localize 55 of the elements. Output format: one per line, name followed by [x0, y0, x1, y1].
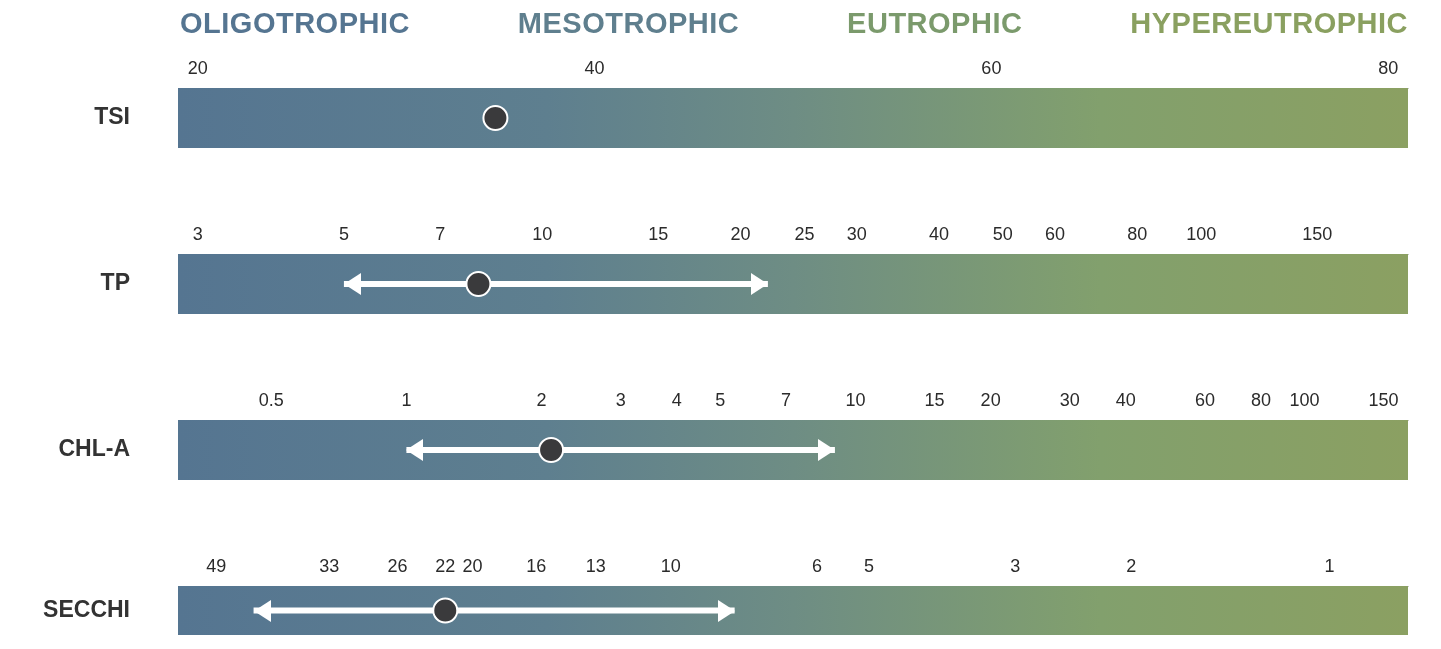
x-tick-label: 20	[462, 556, 483, 577]
x-tick-label: 40	[584, 58, 605, 79]
x-tick-label: 15	[924, 390, 945, 411]
y-tick-label: SECCHI	[43, 595, 130, 622]
x-tick-label: 3	[192, 224, 203, 245]
x-tick-label: 60	[1194, 390, 1215, 411]
x-tick-label: 25	[794, 224, 815, 245]
x-tick-label: 7	[435, 224, 446, 245]
x-tick-label: 0.5	[258, 390, 284, 411]
x-tick-label: 100	[1186, 224, 1217, 245]
x-tick-label: 100	[1289, 390, 1320, 411]
x-tick-label: 13	[585, 556, 606, 577]
x-tick-label: 30	[1059, 390, 1080, 411]
x-tick-label: 22	[435, 556, 456, 577]
x-tick-label: 50	[992, 224, 1013, 245]
y-tick-label: CHL-A	[58, 435, 130, 462]
x-tick-label: 16	[526, 556, 547, 577]
x-tick-label: 49	[206, 556, 227, 577]
text: MESOTROPHIC	[517, 7, 740, 40]
y-tick-label: TSI	[94, 103, 130, 130]
text: EUTROPHIC	[847, 7, 1023, 40]
x-tick-label: 33	[319, 556, 340, 577]
x-tick-label: 3	[1010, 556, 1021, 577]
y-tick-label: TP	[100, 269, 130, 296]
x-tick-label: 3	[615, 390, 626, 411]
x-tick-label: 1	[1324, 556, 1335, 577]
x-tick-label: 5	[864, 556, 875, 577]
x-tick-label: 150	[1368, 390, 1399, 411]
x-tick-label: 15	[648, 224, 669, 245]
x-tick-label: 6	[811, 556, 822, 577]
x-tick-label: 2	[1126, 556, 1137, 577]
x-tick-label: 2	[536, 390, 547, 411]
x-tick-label: 5	[715, 390, 726, 411]
x-tick-label: 150	[1302, 224, 1333, 245]
x-tick-label: 20	[980, 390, 1001, 411]
x-tick-label: 26	[387, 556, 408, 577]
x-tick-label: 80	[1378, 58, 1399, 79]
x-tick-label: 30	[846, 224, 867, 245]
x-tick-label: 20	[187, 58, 208, 79]
text: OLIGOTROPHIC	[180, 7, 410, 40]
x-tick-label: 10	[845, 390, 866, 411]
x-tick-label: 7	[780, 390, 791, 411]
x-tick-label: 60	[1044, 224, 1066, 245]
x-tick-label: 4	[671, 390, 682, 411]
text: HYPEREUTROPHIC	[1130, 7, 1408, 40]
x-tick-label: 80	[1127, 224, 1148, 245]
x-tick-label: 10	[660, 556, 681, 577]
x-tick-label: 10	[532, 224, 553, 245]
x-tick-label: 80	[1250, 390, 1272, 411]
x-tick-label: 1	[401, 390, 412, 411]
x-tick-label: 5	[338, 224, 349, 245]
x-tick-label: 60	[981, 58, 1002, 79]
x-tick-label: 20	[730, 224, 751, 245]
x-tick-label: 40	[1115, 390, 1136, 411]
x-tick-label: 40	[928, 224, 949, 245]
